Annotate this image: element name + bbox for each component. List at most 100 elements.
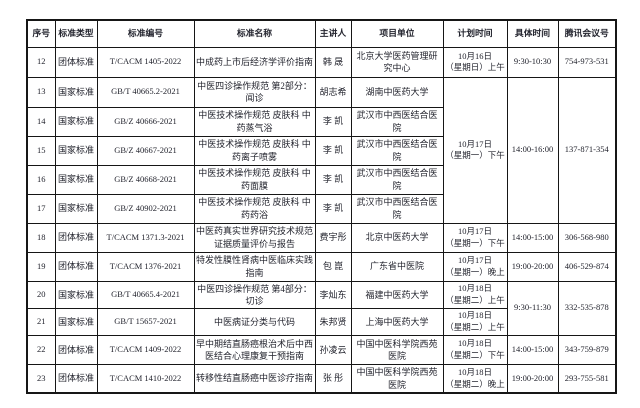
cell-seq: 14 [26, 106, 56, 137]
cell-standard-code: T/CACM 1409-2022 [96, 334, 195, 365]
cell-standard-name: 特发性膜性肾病中医临床实践指南 [193, 251, 316, 282]
cell-standard-type: 团体标准 [54, 222, 98, 253]
cell-standard-type: 国家标准 [54, 280, 98, 309]
cell-standard-code: GB/T 40665.2-2021 [96, 76, 195, 108]
table-row: 12 团体标准 T/CACM 1405-2022 中成药上市后经济学评价指南 韩… [26, 46, 617, 78]
cell-standard-name: 转移性结直肠癌中医诊疗指南 [193, 363, 316, 394]
cell-standard-type: 团体标准 [54, 46, 98, 78]
standards-schedule-table: 序号 标准类型 标准编号 标准名称 主讲人 项目单位 计划时间 具体时间 腾讯会… [26, 19, 617, 395]
cell-meeting-id: 293-755-581 [557, 363, 617, 394]
table-row: 20 国家标准 GB/T 40665.4-2021 中医四诊操作规范 第4部分：… [26, 280, 617, 336]
cell-standard-code: GB/T 40665.4-2021 [96, 280, 195, 309]
cell-speaker: 李 凯 [314, 164, 352, 195]
cell-standard-name: 中医技术操作规范 皮肤科 中药药浴 [193, 193, 316, 224]
cell-standard-code: GB/Z 40666-2021 [96, 106, 195, 137]
table-row: 16 国家标准 GB/Z 40668-2021 中医技术操作规范 皮肤科 中药面… [26, 164, 616, 195]
cell-exact-time: 9:30-11:30 [506, 280, 559, 336]
cell-exact-time: 9:30-10:30 [506, 46, 559, 78]
cell-standard-code: T/CACM 1405-2022 [96, 46, 195, 78]
document-page: 序号 标准类型 标准编号 标准名称 主讲人 项目单位 计划时间 具体时间 腾讯会… [26, 19, 617, 395]
cell-standard-name: 中医药真实世界研究技术规范 证据质量评价与报告 [193, 222, 316, 253]
cell-standard-name: 中医技术操作规范 皮肤科 中药蒸气浴 [193, 106, 316, 137]
cell-plan-time: 10月18日 （星期二）上午 [442, 307, 508, 336]
cell-speaker: 韩 晟 [314, 46, 352, 78]
col-header-speaker: 主讲人 [314, 19, 352, 48]
cell-standard-type: 国家标准 [54, 76, 98, 108]
cell-speaker: 胡志希 [314, 76, 352, 108]
cell-seq: 20 [26, 280, 56, 309]
col-header-standard-type: 标准类型 [54, 19, 98, 48]
cell-org: 北京大学医药管理研究中心 [350, 46, 444, 78]
col-header-standard-name: 标准名称 [193, 19, 316, 48]
cell-seq: 16 [26, 164, 56, 195]
cell-standard-type: 团体标准 [54, 251, 98, 282]
cell-exact-time: 14:00-16:00 [506, 76, 559, 224]
col-header-meeting-id: 腾讯会议号 [557, 19, 617, 48]
cell-speaker: 李灿东 [314, 280, 352, 309]
cell-standard-code: T/CACM 1376-2021 [96, 251, 195, 282]
cell-standard-name: 中医四诊操作规范 第2部分：闻诊 [193, 76, 316, 108]
cell-org: 武汉市中西医结合医院 [350, 106, 444, 137]
cell-speaker: 李 凯 [314, 106, 352, 137]
cell-standard-name: 中医四诊操作规范 第4部分：切诊 [193, 280, 316, 309]
table-row: 22 团体标准 T/CACM 1409-2022 早中期结直肠癌根治术后中西医结… [26, 334, 617, 365]
cell-org: 上海中医药大学 [350, 307, 444, 336]
cell-standard-name: 中医病证分类与代码 [193, 307, 316, 336]
table-row: 19 团体标准 T/CACM 1376-2021 特发性膜性肾病中医临床实践指南… [26, 251, 617, 282]
cell-standard-name: 中医技术操作规范 皮肤科 中药离子喷雾 [193, 135, 316, 166]
cell-speaker: 李 凯 [314, 135, 352, 166]
cell-seq: 12 [26, 46, 56, 78]
cell-org: 北京中医药大学 [350, 222, 444, 253]
cell-plan-time: 10月16日 （星期日）上午 [442, 46, 508, 78]
cell-standard-type: 国家标准 [54, 164, 98, 195]
cell-standard-name: 中成药上市后经济学评价指南 [193, 46, 316, 78]
col-header-exact-time: 具体时间 [506, 19, 559, 48]
cell-exact-time: 19:00-20:00 [506, 363, 559, 394]
cell-standard-type: 国家标准 [54, 307, 98, 336]
cell-seq: 23 [26, 363, 56, 394]
cell-org: 中国中医科学院西苑医院 [350, 334, 444, 365]
cell-seq: 15 [26, 135, 56, 166]
cell-org: 广东省中医院 [350, 251, 444, 282]
cell-standard-name: 早中期结直肠癌根治术后中西医结合心理康复干预指南 [193, 334, 316, 365]
cell-meeting-id: 332-535-878 [557, 280, 617, 336]
cell-seq: 17 [26, 193, 56, 224]
cell-standard-type: 国家标准 [54, 135, 98, 166]
table-row: 23 团体标准 T/CACM 1410-2022 转移性结直肠癌中医诊疗指南 张… [26, 363, 617, 394]
cell-plan-time: 10月18日 （星期二）晚上 [442, 363, 508, 394]
cell-org: 武汉市中西医结合医院 [350, 135, 444, 166]
cell-standard-type: 团体标准 [54, 363, 98, 394]
col-header-standard-code: 标准编号 [96, 19, 195, 48]
cell-plan-time: 10月17日 （星期一）下午 [442, 222, 508, 253]
col-header-org: 项目单位 [350, 19, 444, 48]
cell-standard-code: T/CACM 1410-2022 [96, 363, 195, 394]
cell-org: 中国中医科学院西苑医院 [350, 363, 444, 394]
cell-speaker: 李 凯 [314, 193, 352, 224]
cell-standard-name: 中医技术操作规范 皮肤科 中药面膜 [193, 164, 316, 195]
table-header-row: 序号 标准类型 标准编号 标准名称 主讲人 项目单位 计划时间 具体时间 腾讯会… [26, 19, 617, 48]
cell-seq: 19 [26, 251, 56, 282]
cell-seq: 21 [26, 307, 56, 336]
col-header-seq: 序号 [26, 19, 56, 48]
cell-org: 福建中医药大学 [350, 280, 444, 309]
cell-org: 武汉市中西医结合医院 [350, 164, 444, 195]
cell-standard-code: GB/Z 40668-2021 [96, 164, 195, 195]
cell-org: 武汉市中西医结合医院 [350, 193, 444, 224]
cell-exact-time: 14:00-15:00 [506, 222, 559, 253]
table-row: 17 国家标准 GB/Z 40902-2021 中医技术操作规范 皮肤科 中药药… [26, 193, 616, 224]
cell-speaker: 包 崑 [314, 251, 352, 282]
cell-plan-time: 10月18日 （星期二）上午 [442, 280, 508, 309]
cell-speaker: 朱邦贤 [314, 307, 352, 336]
cell-seq: 18 [26, 222, 56, 253]
cell-exact-time: 19:00-20:00 [506, 251, 559, 282]
cell-standard-type: 国家标准 [54, 106, 98, 137]
cell-speaker: 费宇彤 [314, 222, 352, 253]
cell-meeting-id: 754-973-531 [557, 46, 617, 78]
cell-org: 湖南中医药大学 [350, 76, 444, 108]
cell-standard-code: T/CACM 1371.3-2021 [96, 222, 195, 253]
cell-meeting-id: 406-529-874 [557, 251, 617, 282]
cell-standard-type: 国家标准 [54, 193, 98, 224]
cell-plan-time: 10月17日 （星期一）下午 [442, 76, 508, 224]
table-row: 21 国家标准 GB/T 15657-2021 中医病证分类与代码 朱邦贤 上海… [26, 307, 616, 336]
cell-seq: 22 [26, 334, 56, 365]
